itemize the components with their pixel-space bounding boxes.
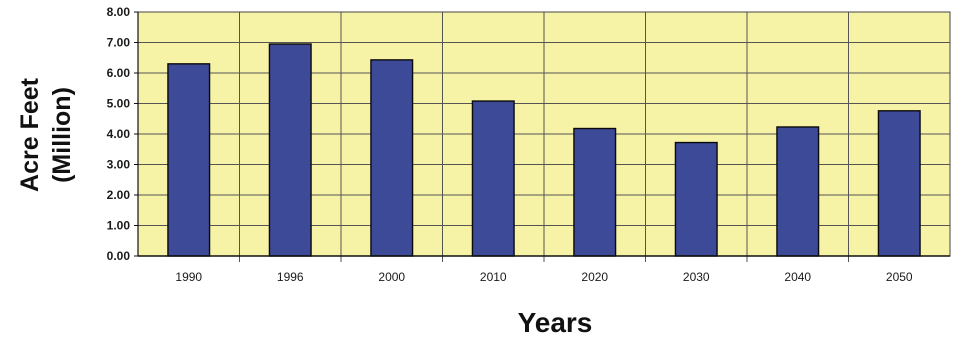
bar — [776, 126, 820, 257]
y-tick-label: 2.00 — [107, 188, 131, 202]
bar — [370, 59, 414, 257]
y-axis-title-line-2: (Million) — [48, 87, 76, 183]
x-category-label: 2000 — [378, 270, 405, 284]
y-tick-label: 8.00 — [107, 5, 131, 19]
y-tick-label: 7.00 — [107, 36, 131, 50]
x-category-label: 2050 — [886, 270, 913, 284]
x-category-label: 1990 — [175, 270, 202, 284]
y-tick-labels: 0.00 1.00 2.00 3.00 4.00 5.00 6.00 7.00 8.00 — [107, 5, 131, 263]
x-category-labels: 1990 1996 2000 2010 2020 2030 2040 2050 — [175, 270, 913, 284]
y-tick-label: 5.00 — [107, 97, 131, 111]
x-category-label: 1996 — [277, 270, 304, 284]
x-category-label: 2010 — [480, 270, 507, 284]
bar — [573, 127, 617, 257]
y-tick-label: 1.00 — [107, 219, 131, 233]
y-axis-title-line-1: Acre Feet — [16, 77, 44, 192]
x-category-label: 2030 — [683, 270, 710, 284]
y-tick-label: 3.00 — [107, 158, 131, 172]
x-category-label: 2040 — [784, 270, 811, 284]
y-tick-label: 6.00 — [107, 66, 131, 80]
bar — [674, 141, 718, 257]
plot-frame — [134, 11, 951, 257]
bar — [268, 43, 312, 257]
x-category-label: 2020 — [581, 270, 608, 284]
y-tick-label: 0.00 — [107, 249, 131, 263]
x-axis-title: Years — [518, 307, 593, 338]
bar — [877, 110, 921, 257]
y-tick-label: 4.00 — [107, 127, 131, 141]
bar — [471, 100, 515, 257]
bars — [167, 43, 921, 257]
bar — [167, 63, 211, 257]
